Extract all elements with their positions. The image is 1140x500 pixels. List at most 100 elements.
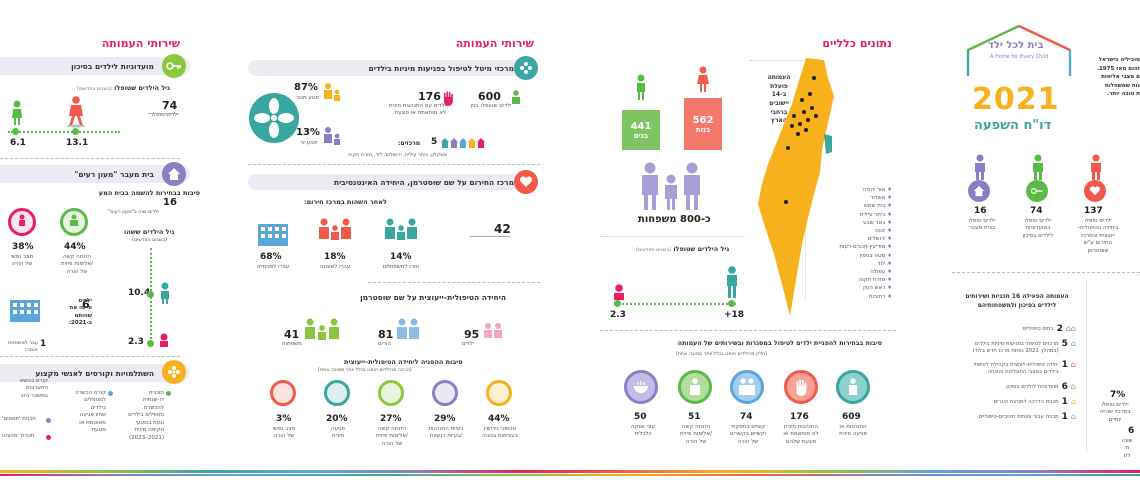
flower-icon (162, 360, 186, 384)
houses-icon: ⌂⌂ (1065, 324, 1076, 333)
general-reason-609: 609 (842, 412, 861, 422)
city-item: ♦ באר שבע (863, 219, 892, 226)
general-age-max: +18 (724, 310, 745, 320)
girls-count: 562 (692, 114, 714, 126)
therapeutic-n95: 95 (464, 328, 480, 341)
separator (248, 164, 540, 165)
courses-title-bar (0, 364, 190, 382)
hand-icon (442, 90, 454, 106)
city-item: ♦ יבנה (875, 228, 892, 235)
reason-pct-44-label: טכסוכי גירושין בעצימות גבוהה (482, 426, 518, 440)
reason-pct-20: 20% (326, 414, 348, 424)
family-icon-green (304, 318, 340, 348)
centers-n600: 600 (478, 90, 501, 103)
therapeutic-reasons-title: סיבות ההפניה ליחידה הטיפולית–ייעוצית (344, 358, 463, 366)
panel-services-center: שירותי העמותה מרכזי מיטל לטיפול בפגיעות … (248, 0, 544, 470)
programs-divider (1086, 282, 1087, 452)
side-pct: 7% (1110, 390, 1126, 400)
house-icon: ⌂ (1070, 360, 1076, 370)
pct-circle-neglect (60, 208, 88, 236)
therapeutic-n41-label: משפחות (282, 341, 302, 347)
clubs-kids-count: 74 (162, 99, 178, 112)
transit-age-note: (בשנים וחודשים) (132, 237, 168, 243)
report-title: דו"ח השפעה (974, 118, 1052, 133)
separator (0, 356, 180, 357)
hub-foster-family-icon (318, 218, 352, 248)
girls-label: בנות (695, 125, 711, 134)
reason-circle-mental (270, 380, 296, 406)
general-age-min: 2.3 (610, 310, 626, 320)
flower-icon (514, 56, 538, 80)
therapeutic-n81-label: הורים (378, 341, 392, 347)
panel2-header: שירותי העמותה (455, 37, 534, 50)
clubs-title-bar (0, 57, 190, 75)
course-item-1: תוכנית דו-שנתית להכשרת מטפלים בילדים וגע… (128, 390, 164, 441)
city-item: ♦ רחובות (868, 293, 892, 300)
hub-n42-underline (470, 236, 510, 237)
map-note: העמותה פועלת ב-14 יישובים ברחבי הארץ (767, 74, 791, 125)
centers-pct13-label: פגוע זר (300, 140, 318, 146)
panel3-header: נתונים כלליים (822, 37, 892, 50)
reason-circle-sexual (324, 380, 350, 406)
baby-icon (158, 333, 170, 347)
general-reason-176-label: התנהגות מינית לא מותאמת או פוגעת שלהם (783, 424, 819, 445)
transit-sixteen: 16 (163, 197, 177, 208)
house-icon (162, 162, 186, 186)
separator (600, 330, 896, 331)
city-item: ♦ מטה בנימין (859, 252, 892, 259)
city-item: ♦ לוד (877, 260, 892, 267)
stat-circle-heart (1084, 180, 1106, 202)
panel-cover: בית לכל ילד A Home for Every Child 2021 … (952, 0, 1140, 470)
stat-icon-1 (1088, 154, 1104, 180)
course-item-3: קורס בנושא התערבות במשבר (הכ (19, 378, 48, 399)
family-icon-purple (322, 126, 342, 150)
families-icon (640, 162, 702, 212)
age-axis-dot-left (614, 300, 621, 307)
family-icon-orange (322, 82, 342, 106)
age-section-top-border (600, 236, 746, 237)
reason-pct-3: 3% (276, 414, 292, 424)
city-item: ♦ ראש העין (863, 285, 892, 292)
city-item: ♦ בית שמש (864, 203, 892, 210)
child-icon-green (510, 90, 522, 108)
hub-title-bar (248, 174, 524, 190)
parents-icon-blue (396, 318, 420, 346)
hub-pct-68: 68% (260, 252, 282, 262)
transit-pct-mental-label: מצב נפשי של הורה (10, 254, 34, 268)
girl-icon (696, 66, 710, 92)
kids-icon-pink (482, 322, 504, 344)
age-axis-dot-right (728, 300, 735, 307)
transit-one-label: עבר למשפחת אומנה (8, 340, 38, 353)
city-item: ♦ ירושלים (867, 236, 892, 243)
city-item: ♦ אשדוד (870, 195, 892, 202)
reason-circle-neglect (678, 370, 712, 404)
transit-pct-neglect-label: הזנחה קשה /אלימות פיזית של הורה (61, 254, 93, 275)
course-bullet (46, 418, 51, 423)
side-six-label: שוהו ת לת (1122, 438, 1133, 459)
panel-services-left: שירותי העמותה מועדוניות לילדים בסיכון גי… (0, 0, 200, 470)
transit-title-bar (0, 165, 190, 183)
course-side-1: תכנית 'תפסים' (2, 416, 36, 422)
transit-dot-a (147, 291, 154, 298)
houses-icon: ⌂ (1070, 339, 1076, 348)
transit-age-title: גיל הילדים ששהו (124, 228, 175, 236)
clubs-age-axis (8, 131, 120, 133)
axis-dot-left (12, 128, 19, 135)
houses-icon-row (441, 138, 485, 148)
reason-pct-3-label: מצב נפשי של הורה (272, 426, 296, 440)
centers-pct87: 87% (294, 82, 318, 93)
centers-five: 5 (431, 137, 438, 147)
general-age-axis (614, 303, 736, 305)
stat-label-16: ילדים טופלו בבית מעבר (968, 218, 996, 232)
general-reason-74: 74 (740, 412, 753, 422)
courses-title: השתלמויות וקורסים לאנשי מקצוע (35, 369, 154, 378)
hub-family-icon (384, 218, 418, 248)
house-icon: ⌂ (1070, 411, 1076, 421)
child-figure-icon (10, 100, 24, 126)
hub-after-title: לאחר השהות במרכז חירום: (304, 198, 387, 206)
clubs-kids-label: ילדים טופלו (151, 112, 179, 118)
hub-pct-18-label: עברו לאומנה (319, 264, 351, 270)
stat-icon-3 (972, 154, 988, 180)
logo-text-en: A Home for Every Child (990, 54, 1049, 60)
course-side-2: תכנית 'מהציגו (2, 433, 35, 439)
